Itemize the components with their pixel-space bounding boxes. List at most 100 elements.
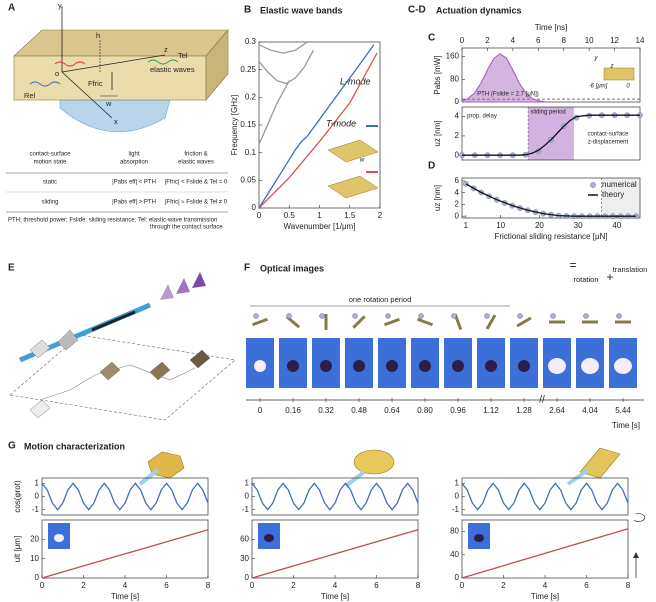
x-tick-label: 4 [543,581,548,590]
orientation-dot [584,314,589,319]
x-tick-label: 8 [416,581,421,590]
particle [614,358,632,374]
x-tick-label: 6 [164,581,169,590]
axis-label: z [164,45,168,54]
x-tick-label: 0 [460,36,465,45]
axis-label: h [96,31,100,40]
y-tick-label: -1 [452,505,460,514]
x-tick-label: 4 [333,581,338,590]
orientation-icon [252,319,267,324]
annotation: PTH (Fslide = 2.7 [μN]) [477,92,539,98]
x-axis-title: Time [s] [111,592,139,601]
panel-title: Motion characterization [24,441,125,451]
table-cell: sliding [41,200,58,206]
x-tick-label: 4 [123,581,128,590]
orientation-dot [518,314,523,319]
orientation-dot [485,314,490,319]
wave-label: Rel [24,91,36,100]
y-tick-label: 0.15 [240,120,256,129]
x-tick-label: 40 [612,221,621,230]
x-axis-title: Time [s] [321,592,349,601]
force-label: Ffric [88,79,103,88]
panel-label: G [8,441,16,452]
annotation: contact-surface [587,132,629,138]
figure: A B Elastic wave bands C-D Actuation dyn… [0,0,656,602]
orientation-dot [353,314,358,319]
inset-label: w [360,158,365,164]
x-tick-label: 4 [511,36,516,45]
orientation-dot [419,314,424,319]
y-tick-label: 0 [455,492,460,501]
inset-object [54,534,64,542]
particle [287,360,299,372]
particle [254,360,266,372]
y-tick-label: 40 [450,550,459,559]
table-cell: static [43,180,57,186]
y-tick-label: 80 [450,74,459,83]
y-axis-title: uz [nm] [433,120,442,146]
axis-break: // [539,395,545,406]
x-tick-label: 1 [317,211,322,220]
inset-object [474,534,484,542]
x-tick-label: 6 [374,581,379,590]
orientation-icon [517,318,531,326]
table-cell: |Ffric| ≈ Fslide & Tel ≠ 0 [165,200,228,206]
translation-label: translation [613,265,648,274]
y-tick-label: 0 [245,492,250,501]
x-axis-title: Time [s] [531,592,559,601]
y-tick-label: 0 [35,492,40,501]
legend-label: theory [602,190,624,199]
x-tick-label: 8 [206,581,211,590]
orientation-dot [617,314,622,319]
y-axis-title: Pabs [mW] [433,55,442,94]
x-tick-label: 2 [501,581,506,590]
y-axis-title: Frequency [GHz] [230,95,239,155]
table-header: motion state [34,160,67,166]
inset-label: 0 [626,84,630,90]
data-point [463,181,468,186]
x-tick-label: 1 [464,221,469,230]
axis-label: o [55,69,59,78]
x-tick-label: 2 [291,581,296,590]
time-label: 0.64 [384,406,400,415]
data-line [259,42,307,53]
table-cell: |Pabs eff| < PTH [112,180,156,186]
x-tick-label: 12 [610,36,619,45]
inset-lattice [328,140,378,162]
object-illustrations [140,448,645,578]
legend-swatch [590,182,595,187]
y-tick-label: 60 [240,534,249,543]
table-header: light [128,152,139,158]
axis-label: x [114,117,118,126]
particle [548,358,566,374]
orientation-icon [417,319,432,324]
series-label: L-mode [340,76,371,86]
annotation: z-displacement [588,140,629,146]
x-axis-title: Time [ns] [535,23,568,32]
orientation-dot [287,314,292,319]
y-tick-label: 0 [455,150,460,159]
x-tick-label: 2 [485,36,490,45]
series-label: T-mode [326,118,356,128]
x-tick-label: 8 [561,36,566,45]
y-tick-label: 0 [455,97,460,106]
time-label: 0.80 [417,406,433,415]
y-axis-title: uz [nm] [433,185,442,211]
panel-label: E [8,263,15,274]
particle [353,360,365,372]
panel-label: B [244,5,251,16]
time-label: 1.28 [516,406,532,415]
x-tick-label: 10 [585,36,594,45]
panel-label: A [8,3,15,14]
y-tick-label: 10 [30,554,39,563]
particle [485,360,497,372]
footnote: through the contact surface [150,225,223,231]
x-tick-label: 0 [40,581,45,590]
wave-label: elastic waves [150,65,195,74]
orientation-dot [320,314,325,319]
inset-lattice [328,176,378,198]
x-tick-label: 30 [574,221,583,230]
x-tick-label: 8 [626,581,631,590]
y-tick-label: 2 [455,131,460,140]
wave-label: Tel [178,51,188,60]
